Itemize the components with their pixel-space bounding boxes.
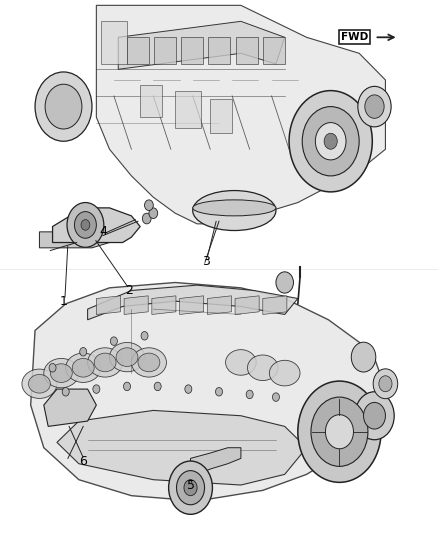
Polygon shape	[96, 296, 120, 314]
Circle shape	[81, 220, 90, 230]
Circle shape	[298, 381, 381, 482]
Polygon shape	[39, 232, 110, 248]
Circle shape	[154, 382, 161, 391]
Circle shape	[365, 95, 384, 118]
Polygon shape	[96, 5, 385, 224]
Polygon shape	[263, 37, 285, 64]
Polygon shape	[152, 296, 176, 314]
Ellipse shape	[193, 200, 276, 216]
Circle shape	[145, 200, 153, 211]
Circle shape	[141, 332, 148, 340]
Circle shape	[184, 480, 197, 496]
Ellipse shape	[88, 348, 123, 377]
Polygon shape	[31, 282, 385, 501]
Ellipse shape	[50, 364, 72, 383]
Polygon shape	[118, 21, 285, 69]
Circle shape	[45, 84, 82, 129]
Polygon shape	[154, 37, 176, 64]
Ellipse shape	[131, 348, 166, 377]
Bar	[175, 91, 201, 128]
Circle shape	[246, 390, 253, 399]
Circle shape	[276, 272, 293, 293]
Ellipse shape	[226, 350, 256, 375]
Circle shape	[373, 369, 398, 399]
Circle shape	[124, 382, 131, 391]
Text: 1: 1	[60, 295, 67, 308]
Polygon shape	[53, 208, 140, 243]
Circle shape	[177, 471, 205, 505]
Circle shape	[80, 348, 87, 356]
Circle shape	[379, 376, 392, 392]
Circle shape	[315, 123, 346, 160]
Ellipse shape	[269, 360, 300, 386]
Ellipse shape	[110, 342, 145, 372]
Ellipse shape	[28, 374, 50, 393]
Polygon shape	[236, 37, 258, 64]
Ellipse shape	[66, 353, 101, 383]
Ellipse shape	[138, 353, 160, 372]
Circle shape	[311, 397, 368, 466]
Bar	[140, 85, 162, 117]
Bar	[210, 99, 232, 133]
Circle shape	[215, 387, 223, 396]
Polygon shape	[207, 296, 231, 314]
Text: 4: 4	[99, 225, 107, 238]
Circle shape	[351, 342, 376, 372]
Ellipse shape	[72, 358, 94, 377]
Polygon shape	[57, 410, 307, 485]
Circle shape	[364, 402, 385, 429]
Circle shape	[272, 393, 279, 401]
Circle shape	[110, 337, 117, 345]
Circle shape	[355, 392, 394, 440]
Text: 6: 6	[79, 455, 87, 467]
Circle shape	[289, 91, 372, 192]
Text: 2: 2	[125, 284, 133, 297]
Ellipse shape	[44, 358, 79, 388]
Circle shape	[49, 364, 56, 372]
Polygon shape	[181, 37, 203, 64]
Polygon shape	[88, 285, 298, 320]
Circle shape	[62, 387, 69, 396]
Polygon shape	[180, 296, 204, 314]
Ellipse shape	[193, 191, 276, 231]
Ellipse shape	[247, 355, 278, 381]
Polygon shape	[127, 37, 149, 64]
Circle shape	[93, 385, 100, 393]
Polygon shape	[44, 389, 96, 426]
Ellipse shape	[94, 353, 116, 372]
Circle shape	[324, 133, 337, 149]
Polygon shape	[235, 296, 259, 314]
Ellipse shape	[22, 369, 57, 399]
Text: 3: 3	[202, 255, 210, 268]
Circle shape	[35, 72, 92, 141]
Polygon shape	[124, 296, 148, 314]
Polygon shape	[263, 296, 287, 314]
Circle shape	[325, 415, 353, 449]
Circle shape	[149, 208, 158, 219]
Polygon shape	[208, 37, 230, 64]
Text: 5: 5	[187, 479, 194, 491]
Polygon shape	[191, 448, 241, 477]
Text: FWD: FWD	[341, 33, 368, 42]
Circle shape	[67, 203, 104, 247]
Circle shape	[185, 385, 192, 393]
Circle shape	[169, 461, 212, 514]
Circle shape	[302, 107, 359, 176]
Circle shape	[358, 86, 391, 127]
Bar	[101, 21, 127, 64]
Circle shape	[142, 213, 151, 224]
Circle shape	[74, 212, 96, 238]
Ellipse shape	[116, 348, 138, 367]
